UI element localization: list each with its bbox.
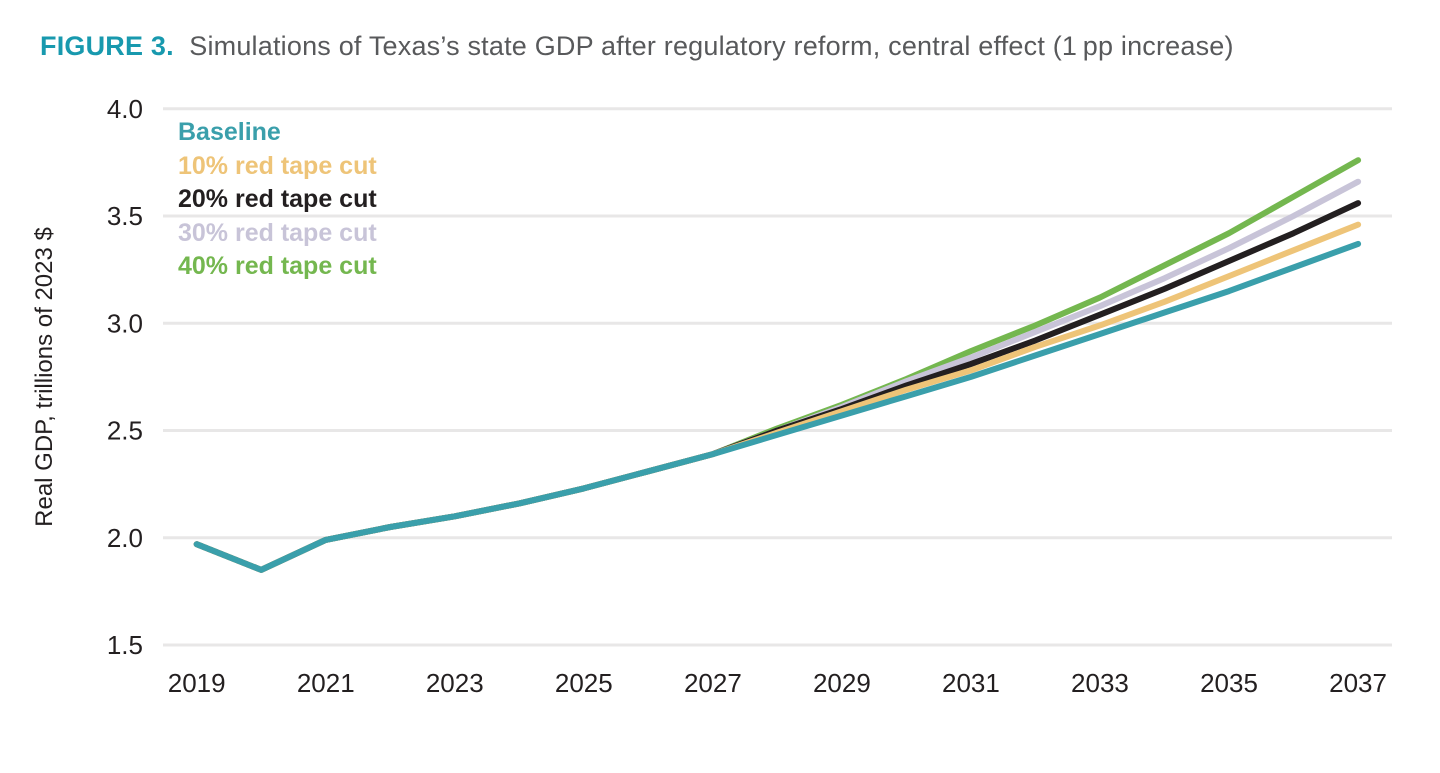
x-tick-2019: 2019 <box>168 668 226 698</box>
y-tick-3.0: 3.0 <box>107 308 143 338</box>
y-axis-tick-labels: 1.5 2.0 2.5 3.0 3.5 4.0 <box>107 94 143 660</box>
x-tick-2023: 2023 <box>426 668 484 698</box>
legend-item-40-red-tape-cut: 40% red tape cut <box>178 252 377 281</box>
legend-item-baseline: Baseline <box>178 118 281 146</box>
y-tick-2.5: 2.5 <box>107 416 143 446</box>
x-tick-2027: 2027 <box>684 668 742 698</box>
x-tick-2025: 2025 <box>555 668 613 698</box>
y-tick-1.5: 1.5 <box>107 630 143 660</box>
legend-item-30-red-tape-cut: 30% red tape cut <box>178 218 377 247</box>
legend-item-10-red-tape-cut: 10% red tape cut <box>178 151 377 180</box>
series-line-baseline <box>193 240 1362 573</box>
x-tick-2035: 2035 <box>1200 668 1258 698</box>
figure-number: FIGURE 3. <box>40 31 174 61</box>
legend: Baseline 10% red tape cut 20% red tape cut… <box>178 116 377 284</box>
y-axis-title: Real GDP, trillions of 2023 $ <box>31 227 58 527</box>
x-tick-2037: 2037 <box>1329 668 1387 698</box>
y-tick-4.0: 4.0 <box>107 94 143 124</box>
figure-title-main: Simulations of Texas’s state GDP after r… <box>189 31 1234 61</box>
x-tick-2021: 2021 <box>297 668 355 698</box>
series-lines <box>193 157 1362 573</box>
y-tick-2.0: 2.0 <box>107 523 143 553</box>
figure-title: FIGURE 3. Simulations of Texas’s state G… <box>40 31 1234 62</box>
x-tick-2031: 2031 <box>942 668 1000 698</box>
x-axis-tick-labels: 2019 2021 2023 2025 2027 2029 2031 2033 2035 2037 <box>168 668 1387 698</box>
legend-item-20-red-tape-cut: 20% red tape cut <box>178 185 377 214</box>
x-tick-2033: 2033 <box>1071 668 1129 698</box>
x-tick-2029: 2029 <box>813 668 871 698</box>
y-tick-3.5: 3.5 <box>107 201 143 231</box>
